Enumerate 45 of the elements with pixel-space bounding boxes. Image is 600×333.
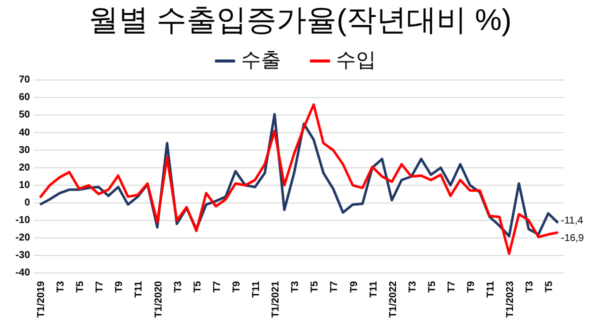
y-tick-label: 40 (18, 127, 30, 138)
y-tick-label: 10 (18, 180, 30, 191)
x-tick-label: T1/2020 (153, 280, 164, 318)
x-tick-label: T5 (426, 280, 438, 293)
y-tick-label: -10 (16, 215, 30, 226)
x-tick-label: T1/2021 (270, 280, 282, 318)
x-tick-label: T7 (212, 280, 223, 293)
legend-label: 수입 (336, 49, 376, 72)
data-label: -11,4 (561, 215, 584, 226)
data-label: -16,9 (561, 233, 584, 244)
y-tick-label: 70 (18, 74, 30, 86)
x-tick-label: T9 (114, 280, 126, 293)
x-tick-label: T1/2022 (388, 280, 399, 318)
x-tick-label: T3 (290, 280, 302, 293)
y-tick-label: 20 (18, 162, 30, 174)
x-tick-label: T11 (134, 280, 145, 298)
y-tick-label: -40 (16, 268, 30, 279)
line-series (38, 103, 560, 255)
y-tick-label: 30 (18, 144, 30, 156)
x-tick-label: T5 (75, 280, 86, 293)
x-tick-label: T11 (486, 280, 497, 298)
x-tick-label: T7 (329, 280, 340, 293)
x-tick-label: T3 (407, 280, 418, 293)
y-tick-label: -20 (16, 232, 30, 244)
x-tick-label: T9 (348, 280, 360, 293)
x-tick-label: T5 (310, 280, 321, 293)
y-tick-label: 60 (18, 92, 30, 104)
x-tick-label: T7 (94, 280, 106, 293)
x-tick-label: T9 (466, 280, 478, 293)
x-tick-label: T3 (56, 280, 67, 293)
x-tick-label: T7 (446, 280, 458, 293)
x-tick-label: T11 (368, 280, 380, 298)
x-tick-label: T1/2023 (505, 280, 516, 318)
x-tick-label: T1/2019 (36, 280, 47, 318)
x-tick-label: T3 (524, 280, 536, 293)
x-tick-label: T11 (251, 280, 262, 298)
chart-title: 월별 수출입증가율(작년대비 %) (88, 4, 512, 37)
x-tick-label: T9 (231, 280, 242, 293)
x-tick-label: T5 (192, 280, 204, 293)
x-tick-label: T5 (544, 280, 556, 293)
y-tick-label: 0 (24, 197, 30, 208)
legend-label: 수출 (241, 49, 281, 72)
y-tick-label: -30 (16, 250, 30, 262)
y-tick-label: 50 (18, 110, 30, 121)
x-tick-label: T3 (172, 280, 184, 293)
